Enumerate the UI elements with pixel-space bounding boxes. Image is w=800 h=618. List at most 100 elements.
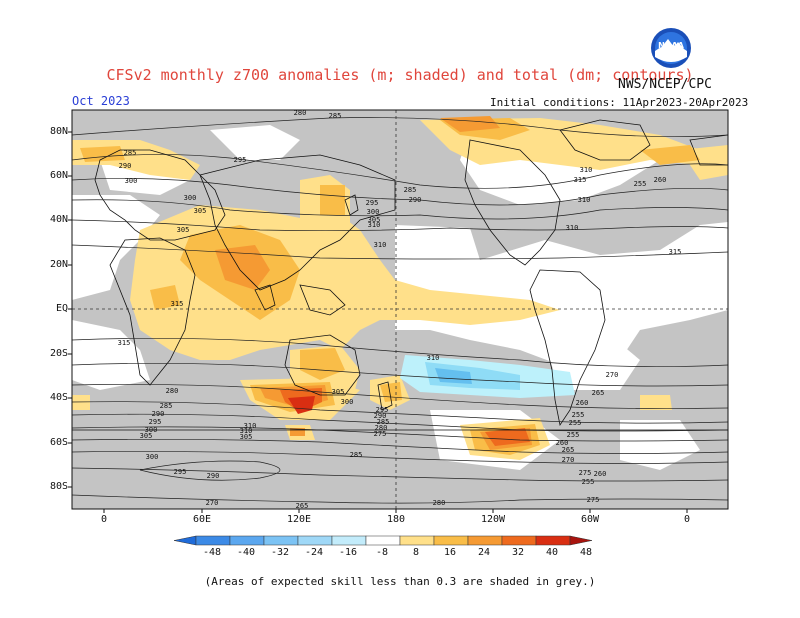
contour-label: 300	[145, 426, 158, 434]
contour-label: 265	[592, 389, 605, 397]
contour-label: 305	[332, 388, 345, 396]
contour-label: 310	[374, 241, 387, 249]
lat-label: 40N	[49, 214, 68, 225]
colorbar-swatch	[433, 535, 469, 546]
contour-label: 285	[160, 402, 173, 410]
colorbar-swatch	[569, 535, 593, 546]
contour-label: 305	[177, 226, 190, 234]
contour-label: 255	[634, 180, 647, 188]
contour-label: 280	[375, 424, 388, 432]
noaa-logo-icon: NOAA	[651, 28, 691, 68]
lat-label: 60N	[49, 170, 68, 181]
colorbar-label: 40	[545, 547, 559, 558]
lat-label: EQ	[55, 303, 68, 314]
lon-label: 120W	[480, 514, 506, 525]
contour-label: 300	[184, 194, 197, 202]
lat-label: 60S	[49, 437, 68, 448]
contour-label: 255	[582, 478, 595, 486]
lon-label: 60E	[192, 514, 212, 525]
lon-ticks	[103, 509, 688, 513]
forecast-month: Oct 2023	[72, 94, 130, 108]
initial-conditions: Initial conditions: 11Apr2023-20Apr2023	[490, 96, 749, 109]
lon-label: 0	[100, 514, 108, 525]
colorbar-swatch	[535, 535, 571, 546]
contour-label: 290	[207, 472, 220, 480]
contour-label: 265	[296, 502, 309, 510]
lat-label: 40S	[49, 392, 68, 403]
contour-label: 310	[580, 166, 593, 174]
contour-label: 260	[654, 176, 667, 184]
contour-label: 275	[374, 430, 387, 438]
contour-label: 310	[368, 221, 381, 229]
lat-label: 80S	[49, 481, 68, 492]
contour-label: 270	[562, 456, 575, 464]
contour-labels: 2852852902953003003053053103103153153152…	[118, 109, 682, 510]
contour-label: 315	[171, 300, 184, 308]
contour-label: 280	[433, 499, 446, 507]
contour-label: 295	[149, 418, 162, 426]
contour-label: 290	[374, 412, 387, 420]
map-field	[72, 110, 728, 509]
colorbar-swatch	[331, 535, 367, 546]
contour-label: 295	[376, 406, 389, 414]
colorbar-swatch	[173, 535, 197, 546]
contour-label: 315	[118, 339, 131, 347]
contour-label: 295	[174, 468, 187, 476]
lon-label: 180	[386, 514, 406, 525]
white-regions	[72, 125, 728, 470]
contour-label: 285	[377, 418, 390, 426]
contour-label: 310	[244, 422, 257, 430]
colorbar-swatch	[365, 535, 401, 546]
lat-label: 80N	[49, 126, 68, 137]
colorbar-swatch	[467, 535, 503, 546]
contour-label: 260	[594, 470, 607, 478]
contour-label: 295	[366, 199, 379, 207]
colorbar-swatch	[399, 535, 435, 546]
contour-label: 305	[368, 216, 381, 224]
contour-label: 260	[576, 399, 589, 407]
colorbar-label: 48	[579, 547, 593, 558]
contour-label: 290	[409, 196, 422, 204]
lon-label: 60W	[580, 514, 600, 525]
contour-label: 260	[556, 439, 569, 447]
colorbar-swatch	[501, 535, 537, 546]
contour-label: 275	[579, 469, 592, 477]
colorbar-label: -48	[202, 547, 222, 558]
agency-label: NWS/NCEP/CPC	[618, 77, 712, 92]
contour-label: 255	[572, 411, 585, 419]
negative-anomalies	[400, 355, 575, 398]
logo-text: NOAA	[658, 41, 684, 50]
contour-label: 280	[166, 387, 179, 395]
contour-label: 295	[234, 156, 247, 164]
contour-label: 280	[294, 109, 307, 117]
colorbar-swatch	[297, 535, 333, 546]
colorbar-label: -8	[375, 547, 389, 558]
contour-label: 290	[152, 410, 165, 418]
contour-label: 310	[566, 224, 579, 232]
contour-label: 315	[669, 248, 682, 256]
coastlines	[72, 119, 728, 431]
contour-label: 270	[606, 371, 619, 379]
contour-label: 270	[206, 499, 219, 507]
colorbar-label: 8	[412, 547, 420, 558]
colorbar	[173, 535, 593, 546]
chart-title: CFSv2 monthly z700 anomalies (m; shaded)…	[106, 66, 694, 84]
contour-label: 265	[562, 446, 575, 454]
colorbar-swatch	[229, 535, 265, 546]
contour-label: 300	[341, 398, 354, 406]
contour-label: 305	[140, 432, 153, 440]
colorbar-label: -40	[236, 547, 256, 558]
contour-label: 255	[569, 419, 582, 427]
contour-label: 285	[404, 186, 417, 194]
colorbar-swatch	[263, 535, 299, 546]
colorbar-label: 16	[443, 547, 457, 558]
contour-label: 300	[125, 177, 138, 185]
contour-label: 300	[146, 453, 159, 461]
colorbar-label: -32	[270, 547, 290, 558]
contour-label: 310	[240, 427, 253, 435]
colorbar-label: -24	[304, 547, 324, 558]
contour-label: 315	[574, 176, 587, 184]
colorbar-label: 32	[511, 547, 525, 558]
lat-ticks	[68, 131, 72, 488]
